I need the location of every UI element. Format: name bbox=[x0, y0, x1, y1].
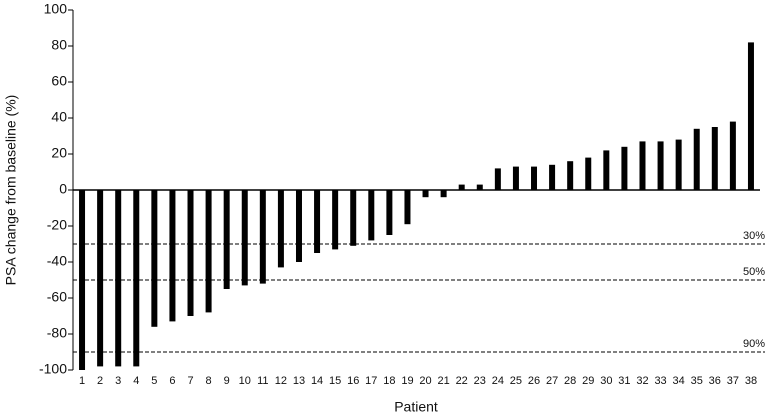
x-tick-label: 37 bbox=[727, 375, 739, 387]
bar bbox=[133, 190, 140, 367]
x-tick-label: 18 bbox=[383, 375, 395, 387]
bar bbox=[512, 166, 519, 190]
y-axis-label: PSA change from baseline (%) bbox=[3, 95, 19, 286]
bar bbox=[494, 168, 501, 190]
y-tick-label: 80 bbox=[51, 37, 67, 53]
bar bbox=[314, 190, 321, 253]
x-tick-label: 4 bbox=[133, 375, 139, 387]
y-tick-label: 0 bbox=[59, 181, 67, 197]
bar bbox=[241, 190, 248, 286]
bar bbox=[657, 141, 664, 190]
x-tick-label: 14 bbox=[311, 375, 323, 387]
y-tick-label: 40 bbox=[51, 109, 67, 125]
x-tick-label: 35 bbox=[691, 375, 703, 387]
bar bbox=[97, 190, 104, 367]
bar bbox=[332, 190, 339, 250]
x-tick-label: 3 bbox=[115, 375, 121, 387]
x-tick-label: 23 bbox=[474, 375, 486, 387]
bar bbox=[549, 164, 556, 190]
x-tick-label: 9 bbox=[224, 375, 230, 387]
bar bbox=[422, 190, 429, 198]
bar bbox=[295, 190, 302, 262]
y-tick-label: -20 bbox=[47, 217, 67, 233]
bar bbox=[711, 127, 718, 190]
bar bbox=[350, 190, 357, 246]
bar bbox=[621, 146, 628, 190]
bar bbox=[187, 190, 194, 316]
bar bbox=[693, 128, 700, 190]
bar bbox=[603, 150, 610, 190]
x-tick-label: 12 bbox=[275, 375, 287, 387]
bar bbox=[567, 161, 574, 190]
x-tick-label: 6 bbox=[169, 375, 175, 387]
x-tick-label: 29 bbox=[582, 375, 594, 387]
x-tick-label: 1 bbox=[79, 375, 85, 387]
x-tick-label: 22 bbox=[456, 375, 468, 387]
x-axis-label: Patient bbox=[394, 399, 438, 415]
x-tick-label: 27 bbox=[546, 375, 558, 387]
x-tick-label: 19 bbox=[401, 375, 413, 387]
y-tick-label: 20 bbox=[51, 145, 67, 161]
y-tick-label: -60 bbox=[47, 289, 67, 305]
bar bbox=[205, 190, 212, 313]
x-tick-label: 7 bbox=[187, 375, 193, 387]
reference-label: 90% bbox=[743, 338, 765, 350]
x-tick-label: 34 bbox=[673, 375, 685, 387]
bar bbox=[151, 190, 158, 327]
bar bbox=[729, 121, 736, 190]
bar bbox=[79, 190, 86, 370]
y-tick-label: 100 bbox=[44, 1, 68, 17]
x-tick-label: 36 bbox=[709, 375, 721, 387]
bar bbox=[747, 42, 754, 191]
bar bbox=[458, 184, 465, 190]
x-tick-label: 10 bbox=[239, 375, 251, 387]
bar bbox=[585, 157, 592, 190]
bar bbox=[476, 184, 483, 190]
x-tick-label: 2 bbox=[97, 375, 103, 387]
x-tick-label: 31 bbox=[618, 375, 630, 387]
bar bbox=[169, 190, 176, 322]
x-tick-label: 28 bbox=[564, 375, 576, 387]
x-tick-label: 17 bbox=[365, 375, 377, 387]
bar bbox=[386, 190, 393, 235]
bar bbox=[115, 190, 122, 367]
bar bbox=[440, 190, 447, 198]
bar bbox=[259, 190, 266, 284]
x-tick-label: 16 bbox=[347, 375, 359, 387]
reference-label: 30% bbox=[743, 230, 765, 242]
x-tick-label: 13 bbox=[293, 375, 305, 387]
x-tick-label: 8 bbox=[206, 375, 212, 387]
y-tick-label: -40 bbox=[47, 253, 67, 269]
bar bbox=[531, 166, 538, 190]
x-tick-label: 5 bbox=[151, 375, 157, 387]
x-tick-label: 25 bbox=[510, 375, 522, 387]
x-tick-label: 32 bbox=[636, 375, 648, 387]
bar bbox=[404, 190, 411, 225]
bar bbox=[277, 190, 284, 268]
x-tick-label: 24 bbox=[492, 375, 504, 387]
x-tick-label: 26 bbox=[528, 375, 540, 387]
x-tick-label: 38 bbox=[745, 375, 757, 387]
x-tick-label: 30 bbox=[600, 375, 612, 387]
x-tick-label: 21 bbox=[437, 375, 449, 387]
y-tick-label: 60 bbox=[51, 73, 67, 89]
x-tick-label: 20 bbox=[419, 375, 431, 387]
reference-label: 50% bbox=[743, 266, 765, 278]
x-tick-label: 11 bbox=[257, 375, 268, 387]
y-tick-label: -100 bbox=[39, 361, 67, 377]
bar bbox=[368, 190, 375, 241]
x-tick-label: 15 bbox=[329, 375, 341, 387]
x-tick-label: 33 bbox=[654, 375, 666, 387]
bar bbox=[639, 141, 646, 190]
y-tick-label: -80 bbox=[47, 325, 67, 341]
bar bbox=[223, 190, 230, 289]
bar bbox=[675, 139, 682, 190]
